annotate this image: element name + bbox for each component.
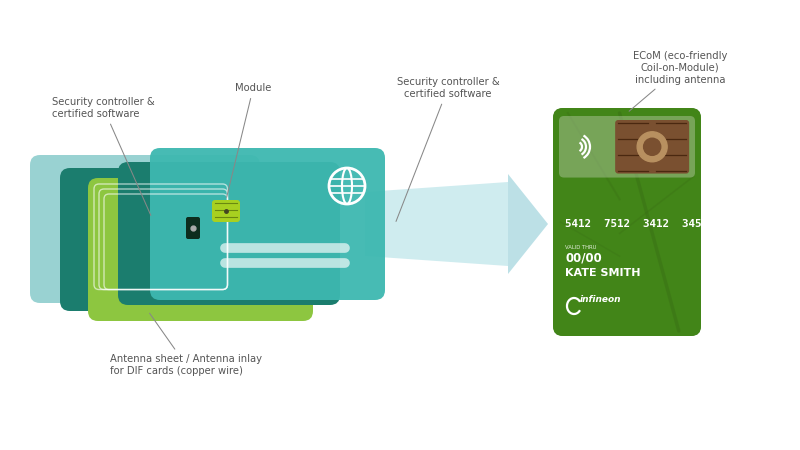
Circle shape [637, 132, 667, 162]
Polygon shape [508, 174, 548, 274]
FancyBboxPatch shape [186, 217, 200, 239]
Text: Module: Module [226, 83, 271, 197]
FancyBboxPatch shape [559, 116, 695, 178]
Text: ECoM (eco-friendly
Coil-on-Module)
including antenna: ECoM (eco-friendly Coil-on-Module) inclu… [629, 51, 727, 111]
Text: VALID THRU: VALID THRU [565, 244, 597, 250]
FancyBboxPatch shape [553, 108, 701, 336]
Text: infineon: infineon [580, 295, 622, 304]
FancyBboxPatch shape [88, 178, 313, 321]
Text: KATE SMITH: KATE SMITH [565, 268, 641, 278]
FancyBboxPatch shape [553, 108, 701, 336]
Polygon shape [365, 182, 508, 266]
Text: Security controller &
certified software: Security controller & certified software [52, 97, 154, 216]
Text: 5412  7512  3412  3456: 5412 7512 3412 3456 [565, 219, 708, 229]
Text: 00/00: 00/00 [565, 252, 602, 265]
FancyBboxPatch shape [30, 155, 260, 303]
FancyBboxPatch shape [118, 162, 340, 305]
FancyBboxPatch shape [150, 148, 385, 300]
FancyBboxPatch shape [615, 120, 689, 174]
Circle shape [643, 138, 661, 155]
Text: Security controller &
certified software: Security controller & certified software [396, 77, 499, 221]
FancyBboxPatch shape [212, 200, 240, 222]
FancyBboxPatch shape [60, 168, 285, 311]
Text: Antenna sheet / Antenna inlay
for DIF cards (copper wire): Antenna sheet / Antenna inlay for DIF ca… [110, 313, 262, 376]
